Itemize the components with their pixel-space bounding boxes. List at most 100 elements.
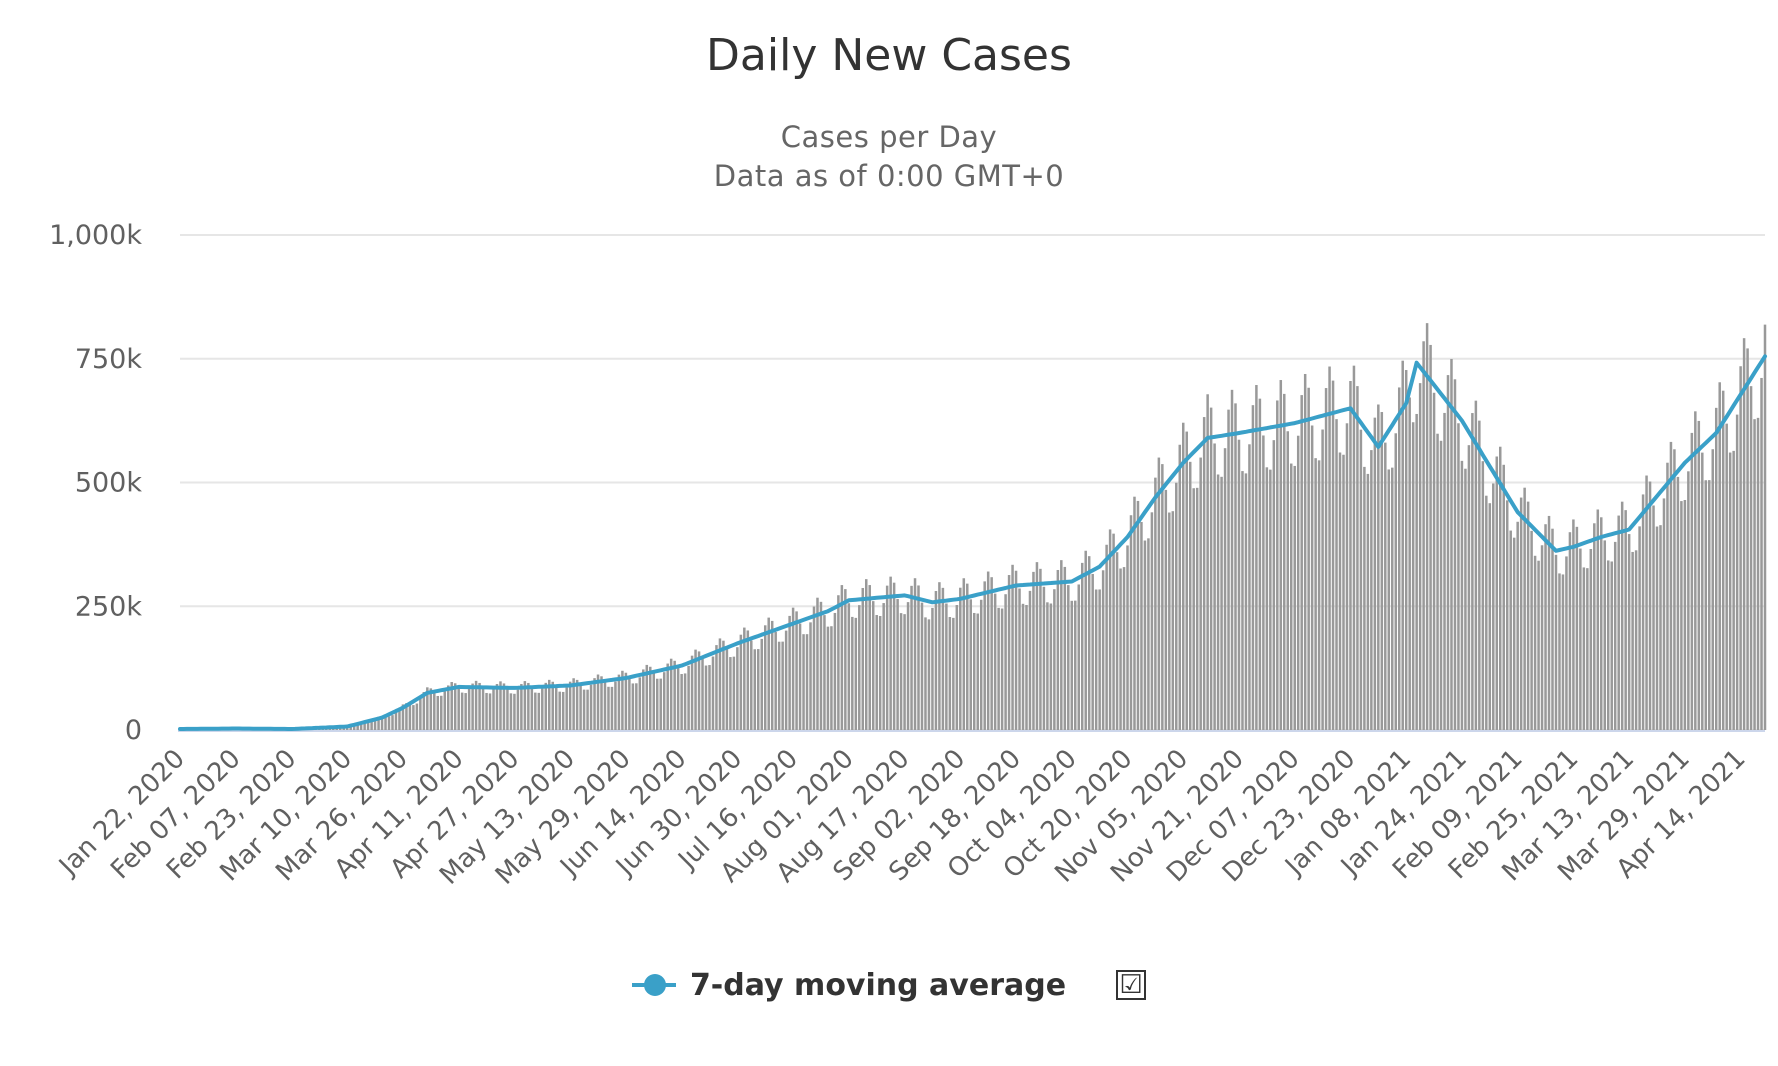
daily-cases-bar bbox=[1603, 540, 1607, 730]
daily-cases-bar bbox=[485, 692, 488, 730]
daily-cases-bar bbox=[1255, 385, 1258, 730]
daily-cases-bar bbox=[1077, 584, 1080, 730]
daily-cases-bar bbox=[1227, 409, 1230, 730]
daily-cases-bar bbox=[750, 640, 753, 730]
daily-cases-bar bbox=[1516, 521, 1519, 730]
daily-cases-bar bbox=[1171, 511, 1175, 730]
daily-cases-bar bbox=[990, 577, 993, 730]
checkbox-icon[interactable]: ☑ bbox=[1116, 970, 1147, 1000]
daily-cases-bar bbox=[948, 617, 952, 730]
daily-cases-bar bbox=[422, 692, 426, 730]
daily-cases-bar bbox=[711, 656, 715, 730]
daily-cases-bar bbox=[725, 649, 729, 730]
daily-cases-bar bbox=[1133, 496, 1136, 730]
daily-cases-bar bbox=[582, 689, 586, 730]
daily-cases-bar bbox=[805, 634, 809, 730]
daily-cases-bar bbox=[1244, 473, 1248, 730]
daily-cases-bar bbox=[1519, 497, 1523, 730]
daily-cases-bar bbox=[1380, 412, 1384, 730]
daily-cases-bar bbox=[966, 583, 969, 730]
daily-cases-bar bbox=[1655, 526, 1659, 730]
daily-cases-bar bbox=[1307, 387, 1310, 730]
daily-cases-bar bbox=[854, 617, 858, 730]
daily-cases-bar bbox=[1056, 569, 1060, 730]
daily-cases-bar bbox=[1530, 530, 1533, 730]
daily-cases-bar bbox=[1648, 481, 1652, 730]
daily-cases-bar bbox=[1460, 460, 1464, 730]
daily-cases-bar bbox=[1526, 501, 1530, 730]
daily-cases-bar bbox=[781, 641, 784, 730]
daily-cases-bar bbox=[1039, 568, 1042, 730]
daily-cases-bar bbox=[1248, 444, 1251, 730]
daily-cases-bar bbox=[1582, 567, 1586, 730]
legend-item-moving-average[interactable]: 7-day moving average bbox=[631, 967, 1067, 1003]
daily-cases-bar bbox=[1593, 523, 1596, 730]
daily-cases-bar bbox=[1746, 348, 1749, 730]
daily-cases-bar bbox=[1126, 545, 1129, 730]
daily-cases-bar bbox=[516, 689, 520, 730]
daily-cases-bar bbox=[1464, 468, 1467, 730]
daily-cases-bar bbox=[1014, 570, 1018, 730]
daily-cases-bar bbox=[1725, 423, 1728, 730]
legend-label: 7-day moving average bbox=[689, 967, 1067, 1003]
daily-cases-bar bbox=[993, 593, 997, 730]
daily-cases-bar bbox=[1063, 566, 1067, 730]
daily-cases-bar bbox=[882, 603, 885, 730]
y-tick-label: 500k bbox=[75, 468, 143, 499]
daily-cases-bar bbox=[401, 704, 405, 730]
daily-cases-bar bbox=[913, 578, 917, 730]
daily-cases-bar bbox=[621, 670, 624, 730]
daily-cases-bar bbox=[715, 645, 718, 730]
daily-cases-bar bbox=[1690, 432, 1694, 730]
daily-cases-bar bbox=[1481, 461, 1485, 730]
daily-cases-bar bbox=[1422, 341, 1425, 730]
daily-cases-bar bbox=[736, 647, 739, 730]
daily-cases-bar bbox=[704, 665, 708, 730]
daily-cases-bar bbox=[1600, 517, 1603, 730]
daily-cases-bar bbox=[1007, 575, 1011, 730]
daily-cases-bar bbox=[1471, 413, 1474, 730]
daily-cases-bar bbox=[1209, 407, 1213, 730]
daily-cases-bar bbox=[1505, 500, 1509, 730]
daily-cases-bar bbox=[1565, 556, 1568, 730]
daily-cases-bar bbox=[1631, 551, 1634, 730]
daily-cases-bar bbox=[1561, 574, 1565, 730]
moving-average-line[interactable] bbox=[178, 354, 1767, 731]
daily-cases-bar bbox=[1080, 562, 1084, 730]
chart-subtitle-units: Cases per Day bbox=[780, 120, 998, 154]
y-tick-label: 0 bbox=[125, 715, 142, 746]
daily-cases-bar bbox=[1286, 431, 1290, 730]
daily-cases-bar bbox=[690, 655, 694, 730]
daily-cases-bar bbox=[541, 688, 544, 730]
daily-cases-bar bbox=[429, 688, 433, 730]
daily-cases-bar bbox=[1279, 380, 1283, 730]
daily-cases-bar bbox=[1136, 500, 1140, 730]
daily-cases-bar bbox=[871, 601, 875, 730]
daily-cases-bar bbox=[394, 711, 398, 730]
daily-cases-bar bbox=[412, 705, 415, 730]
daily-cases-bar bbox=[1192, 488, 1195, 730]
daily-cases-bar bbox=[548, 679, 551, 730]
daily-cases-bar bbox=[1708, 480, 1711, 730]
daily-cases-bar bbox=[1474, 400, 1478, 730]
daily-cases-bar bbox=[1652, 505, 1655, 730]
daily-cases-bar bbox=[1572, 519, 1575, 730]
moving-average-series[interactable] bbox=[178, 354, 1767, 731]
daily-cases-bar bbox=[614, 681, 617, 730]
daily-cases-bar bbox=[1021, 603, 1025, 730]
daily-cases-bar bbox=[976, 613, 979, 730]
daily-cases-bar bbox=[568, 681, 572, 730]
daily-cases-bar bbox=[1589, 548, 1593, 730]
daily-cases-bar bbox=[652, 673, 656, 730]
daily-cases-bar bbox=[1129, 515, 1133, 730]
daily-cases-bar bbox=[474, 680, 478, 730]
daily-cases-bar bbox=[1624, 510, 1627, 730]
daily-cases-bar bbox=[1349, 380, 1352, 730]
daily-cases-bar bbox=[676, 667, 680, 730]
daily-cases-bar bbox=[1499, 446, 1502, 730]
daily-cases-bar bbox=[635, 683, 638, 730]
daily-cases-bar bbox=[833, 612, 837, 730]
daily-cases-bar bbox=[1485, 495, 1488, 730]
daily-cases-bar bbox=[534, 692, 537, 730]
daily-cases-bar bbox=[1439, 440, 1443, 730]
